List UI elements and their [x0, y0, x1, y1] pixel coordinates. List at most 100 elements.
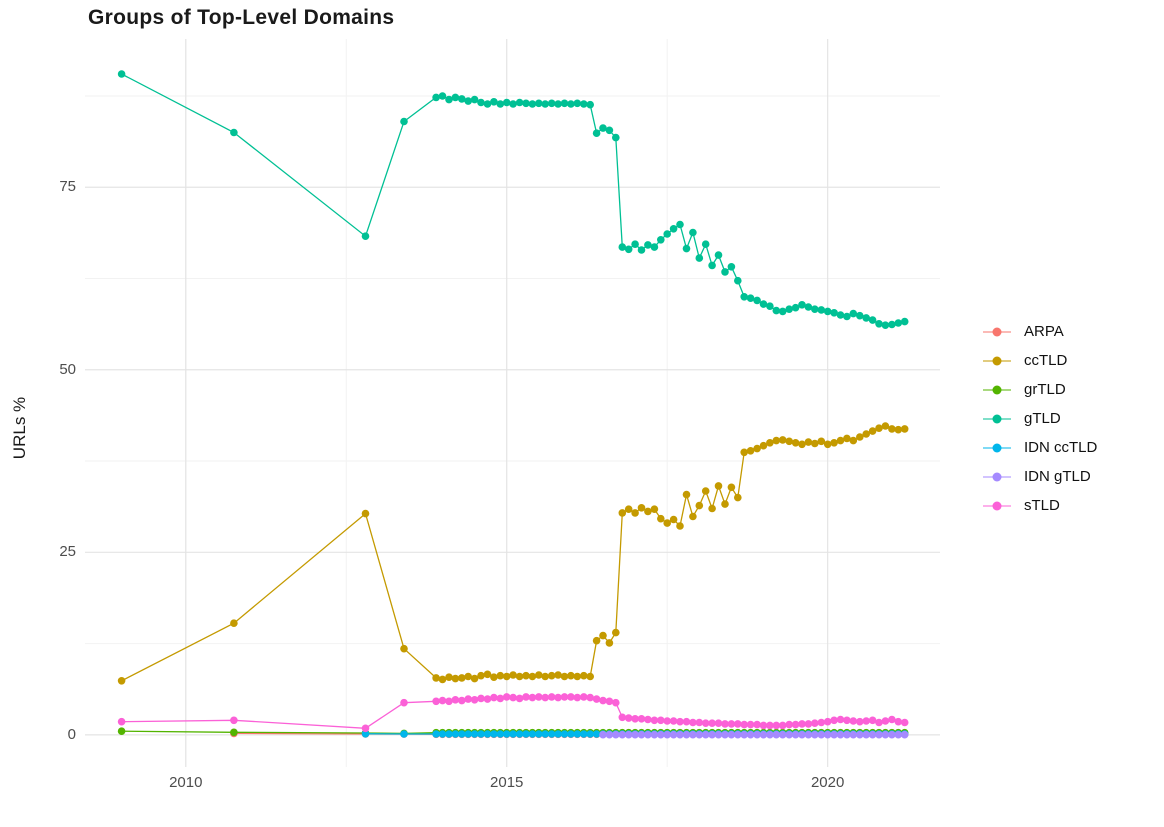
series-point-gtld [490, 98, 498, 106]
series-point-gtld [554, 100, 562, 108]
series-point-idn-gtld [746, 730, 755, 739]
series-point-gtld [791, 303, 800, 312]
series-point-idn-cctld [567, 730, 575, 738]
series-point-stld [868, 716, 877, 725]
series-point-idn-gtld [888, 730, 896, 739]
series-point-idn-gtld [734, 730, 742, 739]
series-point-gtld [515, 98, 524, 107]
series-point-stld [644, 715, 652, 724]
series-point-idn-gtld [618, 730, 627, 739]
series-point-stld [875, 718, 883, 727]
series-point-stld [117, 717, 126, 726]
series-point-cctld [438, 675, 447, 684]
series-point-stld [547, 693, 556, 701]
series-point-cctld [445, 673, 453, 681]
series-point-gtld [560, 99, 569, 108]
series-point-gtld [875, 320, 883, 328]
series-point-idn-gtld [631, 730, 639, 739]
series-point-idn-cctld [432, 730, 440, 738]
chart-title: Groups of Top-Level Domains [88, 6, 395, 29]
series-point-gtld [804, 303, 813, 311]
series-point-idn-cctld [509, 730, 517, 738]
series-point-idn-gtld [881, 730, 890, 739]
series-point-cctld [746, 447, 755, 455]
series-point-stld [438, 696, 447, 705]
series-point-gtld [778, 307, 787, 316]
series-point-cctld [554, 671, 562, 679]
series-point-gtld [676, 220, 684, 229]
series-point-idn-cctld [361, 730, 370, 738]
y-tick-label: 75 [59, 178, 76, 196]
series-point-idn-gtld [804, 730, 813, 739]
legend-label: IDN gTLD [1024, 468, 1091, 485]
series-point-cctld [477, 671, 485, 680]
series-point-cctld [458, 674, 466, 682]
series-point-cctld [811, 439, 819, 448]
series-point-gtld [573, 99, 582, 108]
series-point-idn-cctld [502, 730, 511, 738]
series-line-cctld [121, 425, 905, 682]
series-point-cctld [701, 487, 710, 495]
series-point-gtld [843, 312, 851, 321]
series-point-stld [599, 696, 607, 705]
series-point-idn-gtld [862, 730, 870, 739]
series-point-idn-gtld [624, 730, 633, 739]
series-point-cctld [573, 672, 582, 681]
series-point-gtld [695, 254, 704, 262]
series-point-cctld [791, 439, 800, 447]
series-point-gtld [586, 100, 594, 109]
series-point-idn-cctld [438, 730, 447, 738]
series-point-stld [567, 693, 575, 701]
legend-key-icon [983, 414, 1011, 423]
series-point-stld [458, 696, 466, 705]
series-point-idn-gtld [599, 730, 607, 739]
series-point-cctld [631, 509, 639, 517]
series-point-stld [624, 714, 633, 722]
series-point-idn-gtld [644, 730, 652, 739]
series-point-gtld [470, 95, 479, 104]
series-point-cctld [695, 501, 704, 510]
series-point-stld [490, 693, 498, 702]
series-point-idn-gtld [798, 730, 806, 739]
series-point-cctld [547, 671, 556, 680]
series-point-idn-cctld [573, 730, 582, 738]
series-point-stld [695, 718, 704, 727]
series-point-stld [470, 696, 479, 704]
series-point-stld [586, 693, 594, 702]
series-point-stld [502, 693, 511, 701]
series-point-gtld [689, 228, 697, 237]
series-point-cctld [230, 619, 238, 627]
series-point-idn-gtld [811, 730, 819, 739]
series-point-cctld [502, 672, 511, 681]
series-point-cctld [856, 433, 864, 441]
series-point-idn-cctld [547, 730, 556, 738]
series-point-gtld [785, 305, 793, 314]
series-point-idn-gtld [791, 730, 800, 739]
series-point-gtld [894, 319, 903, 327]
series-point-stld [657, 716, 665, 725]
series-point-gtld [458, 95, 466, 103]
series-point-idn-gtld [695, 730, 704, 739]
series-point-stld [515, 694, 524, 703]
series-point-grtld [117, 727, 126, 735]
series-point-stld [361, 724, 370, 733]
series-point-gtld [541, 100, 549, 108]
series-point-gtld [888, 320, 896, 329]
series-point-stld [554, 693, 562, 702]
series-point-idn-gtld [894, 730, 903, 739]
series-point-gtld [599, 124, 607, 132]
series-point-idn-gtld [900, 730, 909, 739]
series-point-gtld [522, 99, 530, 108]
series-point-idn-cctld [586, 730, 594, 738]
legend-key-icon [983, 443, 1011, 452]
series-point-idn-gtld [650, 730, 659, 739]
series-point-gtld [798, 301, 806, 309]
series-point-stld [701, 719, 710, 727]
series-point-cctld [766, 439, 774, 447]
legend-label: gTLD [1024, 410, 1061, 427]
series-point-gtld [230, 128, 238, 137]
series-point-stld [612, 698, 620, 707]
series-point-cctld [823, 440, 832, 449]
series-point-stld [817, 718, 826, 727]
series-point-cctld [464, 672, 473, 681]
